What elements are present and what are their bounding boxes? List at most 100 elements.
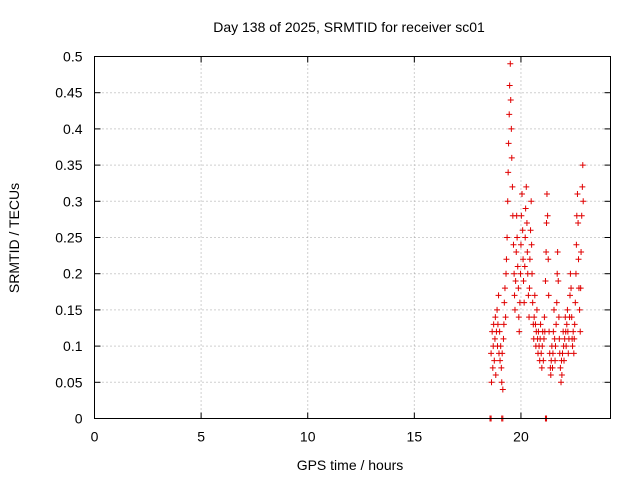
- data-point: [503, 270, 510, 277]
- y-tick-label: 0.2: [63, 266, 83, 282]
- data-point: [573, 241, 580, 248]
- data-point: [512, 277, 519, 284]
- data-point: [569, 343, 576, 350]
- data-point: [566, 292, 573, 299]
- data-point: [575, 256, 582, 263]
- x-tick-label: 0: [91, 429, 99, 445]
- data-point: [498, 364, 505, 371]
- data-point: [537, 321, 544, 328]
- data-point: [494, 306, 501, 313]
- data-point: [498, 379, 505, 386]
- data-point: [495, 292, 502, 299]
- data-point: [545, 292, 552, 299]
- data-point: [556, 335, 563, 342]
- data-point: [508, 154, 515, 161]
- data-point: [580, 198, 587, 205]
- data-point: [506, 82, 513, 89]
- data-point: [552, 343, 559, 350]
- data-point: [505, 169, 512, 176]
- data-point: [558, 379, 565, 386]
- data-point: [540, 335, 547, 342]
- data-point: [575, 220, 582, 227]
- data-point: [555, 277, 562, 284]
- data-point: [521, 263, 528, 270]
- grid: [94, 56, 611, 419]
- data-point: [504, 234, 511, 241]
- data-point: [574, 191, 581, 198]
- data-point: [504, 198, 511, 205]
- data-point: [505, 140, 512, 147]
- data-point: [568, 285, 575, 292]
- data-point: [494, 321, 501, 328]
- data-point: [519, 227, 526, 234]
- x-axis-label: GPS time / hours: [297, 457, 404, 473]
- data-point: [500, 321, 507, 328]
- data-point: [577, 285, 584, 292]
- axis-ticks: 0 5 10 15 20 0 0.05 0.1 0.15 0.2 0.25 0.3 0.35 0.4 0.4…: [55, 49, 611, 445]
- data-point: [514, 263, 521, 270]
- x-tick-label: 10: [300, 429, 316, 445]
- y-tick-label: 0.35: [55, 157, 82, 173]
- data-point: [527, 227, 534, 234]
- data-point: [531, 292, 538, 299]
- data-point: [538, 350, 545, 357]
- data-point: [532, 321, 539, 328]
- data-point: [531, 314, 538, 321]
- data-point: [518, 212, 525, 219]
- data-point: [571, 321, 578, 328]
- data-point: [511, 292, 518, 299]
- x-tick-label: 5: [197, 429, 205, 445]
- data-point: [565, 350, 572, 357]
- data-point: [564, 328, 571, 335]
- data-point: [579, 183, 586, 190]
- data-point: [523, 220, 530, 227]
- data-point: [553, 299, 560, 306]
- data-point: [517, 270, 524, 277]
- data-point: [564, 306, 571, 313]
- data-point: [549, 364, 556, 371]
- data-point: [491, 335, 498, 342]
- data-point: [528, 241, 535, 248]
- data-point: [497, 343, 504, 350]
- data-point: [499, 386, 506, 393]
- data-point: [501, 299, 508, 306]
- data-point: [554, 270, 561, 277]
- data-point: [563, 321, 570, 328]
- data-point: [571, 335, 578, 342]
- data-points: [487, 60, 587, 422]
- y-tick-label: 0.4: [63, 121, 83, 137]
- data-point: [567, 270, 574, 277]
- data-point: [515, 285, 522, 292]
- y-axis-label: SRMTID / TECUs: [6, 183, 22, 293]
- data-point: [511, 306, 518, 313]
- data-point: [511, 270, 518, 277]
- data-point: [578, 212, 585, 219]
- data-point: [491, 357, 498, 364]
- data-point: [519, 191, 526, 198]
- x-tick-label: 15: [407, 429, 423, 445]
- data-point: [489, 364, 496, 371]
- data-point: [540, 357, 547, 364]
- data-point: [544, 212, 551, 219]
- y-tick-label: 0.45: [55, 85, 82, 101]
- y-tick-label: 0: [75, 411, 83, 427]
- data-point: [563, 343, 570, 350]
- data-point: [488, 379, 495, 386]
- data-point: [543, 220, 550, 227]
- x-tick-label: 20: [513, 429, 529, 445]
- data-point: [568, 314, 575, 321]
- y-tick-label: 0.15: [55, 302, 82, 318]
- y-tick-label: 0.1: [63, 338, 83, 354]
- data-point: [502, 314, 509, 321]
- data-point: [517, 241, 524, 248]
- data-point: [501, 285, 508, 292]
- data-point: [526, 256, 533, 263]
- data-point: [542, 277, 549, 284]
- data-point: [499, 350, 506, 357]
- data-point: [538, 364, 545, 371]
- data-point: [507, 96, 514, 103]
- data-point: [515, 314, 522, 321]
- y-tick-label: 0.5: [63, 49, 83, 65]
- data-point: [529, 299, 536, 306]
